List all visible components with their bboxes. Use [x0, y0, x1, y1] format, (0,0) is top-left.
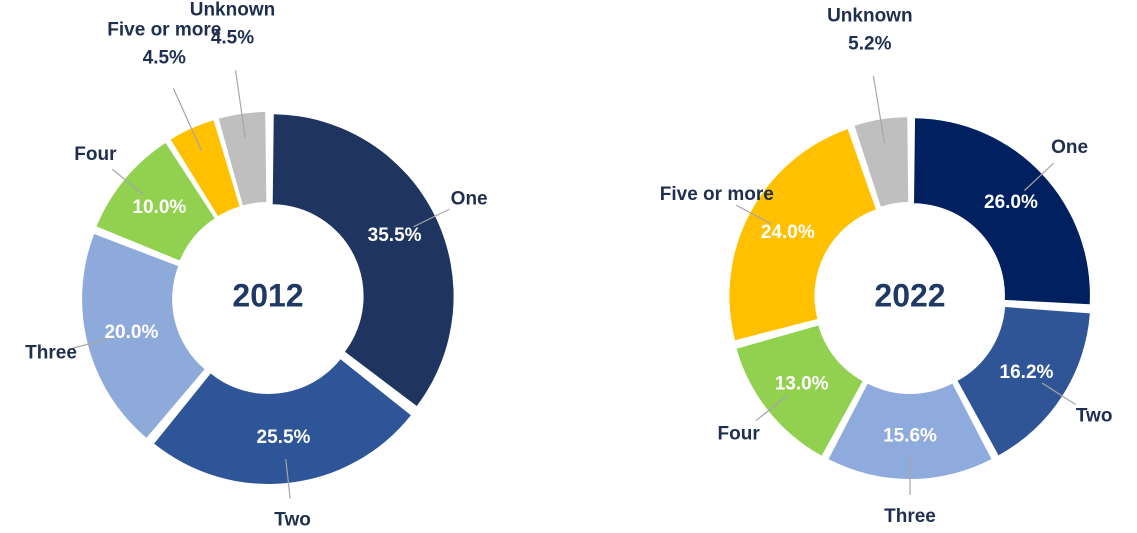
leader-line	[285, 458, 291, 499]
data-label: 4.5%	[211, 28, 254, 49]
category-label: Two	[274, 510, 311, 531]
data-label: 20.0%	[104, 322, 158, 343]
donut-slice	[154, 359, 411, 484]
data-label: 16.2%	[1000, 362, 1054, 383]
category-label: Five or more	[107, 19, 221, 40]
leader-line	[111, 168, 144, 196]
donut-slice	[729, 129, 876, 341]
category-label: One	[1051, 137, 1088, 158]
donut-slice	[218, 112, 267, 206]
category-label: Three	[25, 343, 77, 364]
category-label: Five or more	[660, 184, 774, 205]
center-title: 2022	[874, 277, 945, 313]
category-label: Four	[718, 423, 761, 444]
category-label: One	[451, 188, 488, 209]
leader-line	[1024, 162, 1055, 191]
data-label: 24.0%	[761, 222, 815, 243]
data-label: 26.0%	[984, 192, 1038, 213]
data-label: 5.2%	[848, 33, 891, 54]
donut-slice	[914, 118, 1090, 305]
donut-slice	[854, 117, 909, 207]
center-title: 2012	[232, 277, 303, 313]
donut-slice	[272, 114, 454, 407]
data-label: 13.0%	[775, 373, 829, 394]
category-label: Four	[74, 144, 117, 165]
leader-line	[172, 88, 202, 151]
leader-line	[735, 204, 772, 225]
donut-slice	[170, 120, 240, 217]
donut-slice	[957, 307, 1090, 456]
category-label: Two	[1076, 406, 1113, 427]
data-label: 25.5%	[257, 427, 311, 448]
leader-line	[1041, 382, 1076, 406]
leader-line	[872, 75, 886, 144]
category-label: Unknown	[190, 0, 276, 21]
category-label: Three	[884, 506, 936, 527]
data-label: 15.6%	[883, 426, 937, 447]
leader-line	[234, 70, 246, 138]
data-label: 10.0%	[132, 197, 186, 218]
leader-line	[755, 395, 788, 422]
data-label: 4.5%	[143, 47, 186, 68]
data-label: 35.5%	[368, 225, 422, 246]
leader-line	[72, 337, 112, 349]
donut-slice	[736, 325, 863, 456]
donut-slice	[96, 142, 215, 261]
donut-slice	[828, 383, 992, 479]
leader-line	[413, 208, 450, 228]
donut-slice	[82, 234, 205, 438]
category-label: Unknown	[827, 5, 913, 26]
